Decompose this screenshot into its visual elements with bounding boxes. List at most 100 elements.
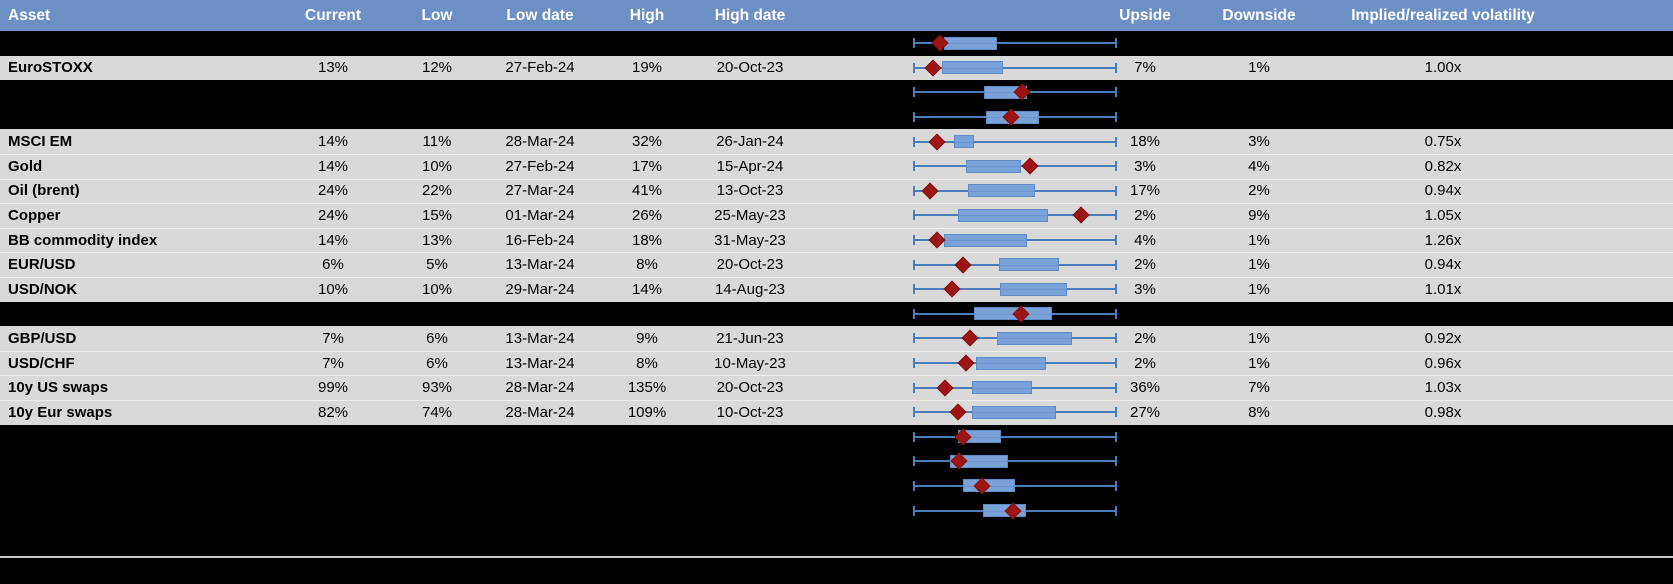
whisker-cap-left: [913, 87, 915, 98]
asset-name-cell: BB commodity index: [8, 231, 158, 249]
table-row[interactable]: EUR/USD 6% 5% 13-Mar-24 8% 20-Oct-23 2% …: [0, 252, 1673, 277]
whisker-cap-left: [913, 112, 915, 123]
asset-name-cell: USD/CHF: [8, 354, 75, 372]
header-high-date: High date: [714, 6, 786, 24]
whisker-cap-right: [1115, 456, 1117, 467]
whisker-cap-right: [1115, 161, 1117, 172]
table-row[interactable]: [0, 104, 1673, 130]
whisker-cap-right: [1115, 333, 1117, 344]
whisker-cap-right: [1115, 185, 1117, 196]
whisker-cap-right: [1115, 505, 1117, 516]
whisker-cap-right: [1115, 259, 1117, 270]
whisker-cap-left: [913, 161, 915, 172]
implied-cell: 1.01x: [1424, 280, 1462, 298]
low-cell: 6%: [426, 329, 448, 347]
boxplot: [913, 129, 1117, 154]
table-row[interactable]: MSCI EM 14% 11% 28-Mar-24 32% 26-Jan-24 …: [0, 129, 1673, 154]
low-cell: 74%: [421, 403, 453, 421]
header-upside: Upside: [1119, 6, 1171, 24]
table-row[interactable]: [0, 301, 1673, 327]
interquartile-box: [943, 233, 1028, 247]
table-row[interactable]: Oil (brent) 24% 22% 27-Mar-24 41% 13-Oct…: [0, 178, 1673, 204]
implied-cell: 1.05x: [1424, 206, 1462, 224]
asset-name-cell: GBP/USD: [8, 329, 77, 347]
table-row[interactable]: Gold 14% 10% 27-Feb-24 17% 15-Apr-24 3% …: [0, 153, 1673, 179]
whisker-cap-left: [913, 210, 915, 221]
whisker-cap-left: [913, 456, 915, 467]
table-row[interactable]: USD/NOK 10% 10% 29-Mar-24 14% 14-Aug-23 …: [0, 276, 1673, 302]
downside-cell: 1%: [1248, 354, 1270, 372]
low-cell: 22%: [421, 182, 453, 200]
downside-cell: 8%: [1248, 403, 1270, 421]
high-date-cell: 25-May-23: [714, 206, 786, 224]
table-row[interactable]: [0, 449, 1673, 474]
current-marker-diamond: [954, 256, 972, 274]
header-low-date: Low date: [506, 6, 574, 24]
upside-cell: 18%: [1129, 133, 1161, 151]
whisker-line: [913, 435, 1117, 438]
upside-cell: 2%: [1134, 329, 1156, 347]
table-row[interactable]: [0, 80, 1673, 105]
whisker-cap-right: [1115, 284, 1117, 295]
implied-cell: 1.00x: [1424, 59, 1462, 77]
table-row[interactable]: 10y Eur swaps 82% 74% 28-Mar-24 109% 10-…: [0, 399, 1673, 425]
current-cell: 24%: [317, 182, 349, 200]
table-row[interactable]: BB commodity index 14% 13% 16-Feb-24 18%…: [0, 227, 1673, 253]
high-cell: 109%: [627, 403, 667, 421]
table-row[interactable]: EuroSTOXX 13% 12% 27-Feb-24 19% 20-Oct-2…: [0, 55, 1673, 81]
asset-name-cell: EuroSTOXX: [8, 59, 93, 77]
current-cell: 14%: [317, 231, 349, 249]
current-cell: 6%: [322, 256, 344, 274]
low-cell: 12%: [421, 59, 453, 77]
table-row[interactable]: GBP/USD 7% 6% 13-Mar-24 9% 21-Jun-23 2% …: [0, 326, 1673, 351]
table-row[interactable]: [0, 498, 1673, 523]
boxplot: [913, 31, 1117, 56]
whisker-line: [913, 66, 1117, 69]
asset-name-cell: USD/NOK: [8, 280, 78, 298]
high-date-cell: 13-Oct-23: [716, 182, 784, 200]
whisker-cap-right: [1115, 358, 1117, 369]
implied-cell: 0.75x: [1424, 133, 1462, 151]
current-marker-diamond: [1021, 157, 1039, 175]
boxplot: [913, 56, 1117, 81]
boxplot: [913, 375, 1117, 400]
current-marker-diamond: [961, 329, 979, 347]
upside-cell: 2%: [1134, 206, 1156, 224]
upside-cell: 4%: [1134, 231, 1156, 249]
whisker-cap-right: [1115, 38, 1117, 49]
high-cell: 8%: [636, 354, 658, 372]
interquartile-box: [968, 184, 1036, 198]
table-row[interactable]: [0, 424, 1673, 450]
whisker-cap-left: [913, 38, 915, 49]
boxplot: [913, 326, 1117, 351]
low-cell: 10%: [421, 157, 453, 175]
boxplot: [913, 425, 1117, 450]
upside-cell: 2%: [1134, 354, 1156, 372]
header-current: Current: [305, 6, 361, 24]
boxplot: [913, 179, 1117, 204]
boxplot: [913, 351, 1117, 376]
downside-cell: 4%: [1248, 157, 1270, 175]
downside-cell: 1%: [1248, 280, 1270, 298]
whisker-cap-left: [913, 62, 915, 73]
boxplot: [913, 498, 1117, 523]
table-row[interactable]: [0, 473, 1673, 499]
table-row[interactable]: [0, 31, 1673, 56]
low-date-cell: 13-Mar-24: [505, 329, 575, 347]
table-row[interactable]: 10y US swaps 99% 93% 28-Mar-24 135% 20-O…: [0, 375, 1673, 400]
high-cell: 32%: [631, 133, 663, 151]
whisker-cap-left: [913, 259, 915, 270]
high-date-cell: 21-Jun-23: [716, 329, 784, 347]
whisker-cap-left: [913, 136, 915, 147]
current-cell: 13%: [317, 59, 349, 77]
high-cell: 41%: [631, 182, 663, 200]
high-cell: 9%: [636, 329, 658, 347]
table-row[interactable]: Copper 24% 15% 01-Mar-24 26% 25-May-23 2…: [0, 203, 1673, 228]
whisker-cap-left: [913, 235, 915, 246]
table-row[interactable]: USD/CHF 7% 6% 13-Mar-24 8% 10-May-23 2% …: [0, 350, 1673, 376]
implied-cell: 0.98x: [1424, 403, 1462, 421]
interquartile-box: [972, 381, 1033, 395]
low-date-cell: 27-Feb-24: [505, 59, 575, 77]
implied-cell: 0.82x: [1424, 157, 1462, 175]
asset-name-cell: EUR/USD: [8, 256, 76, 274]
